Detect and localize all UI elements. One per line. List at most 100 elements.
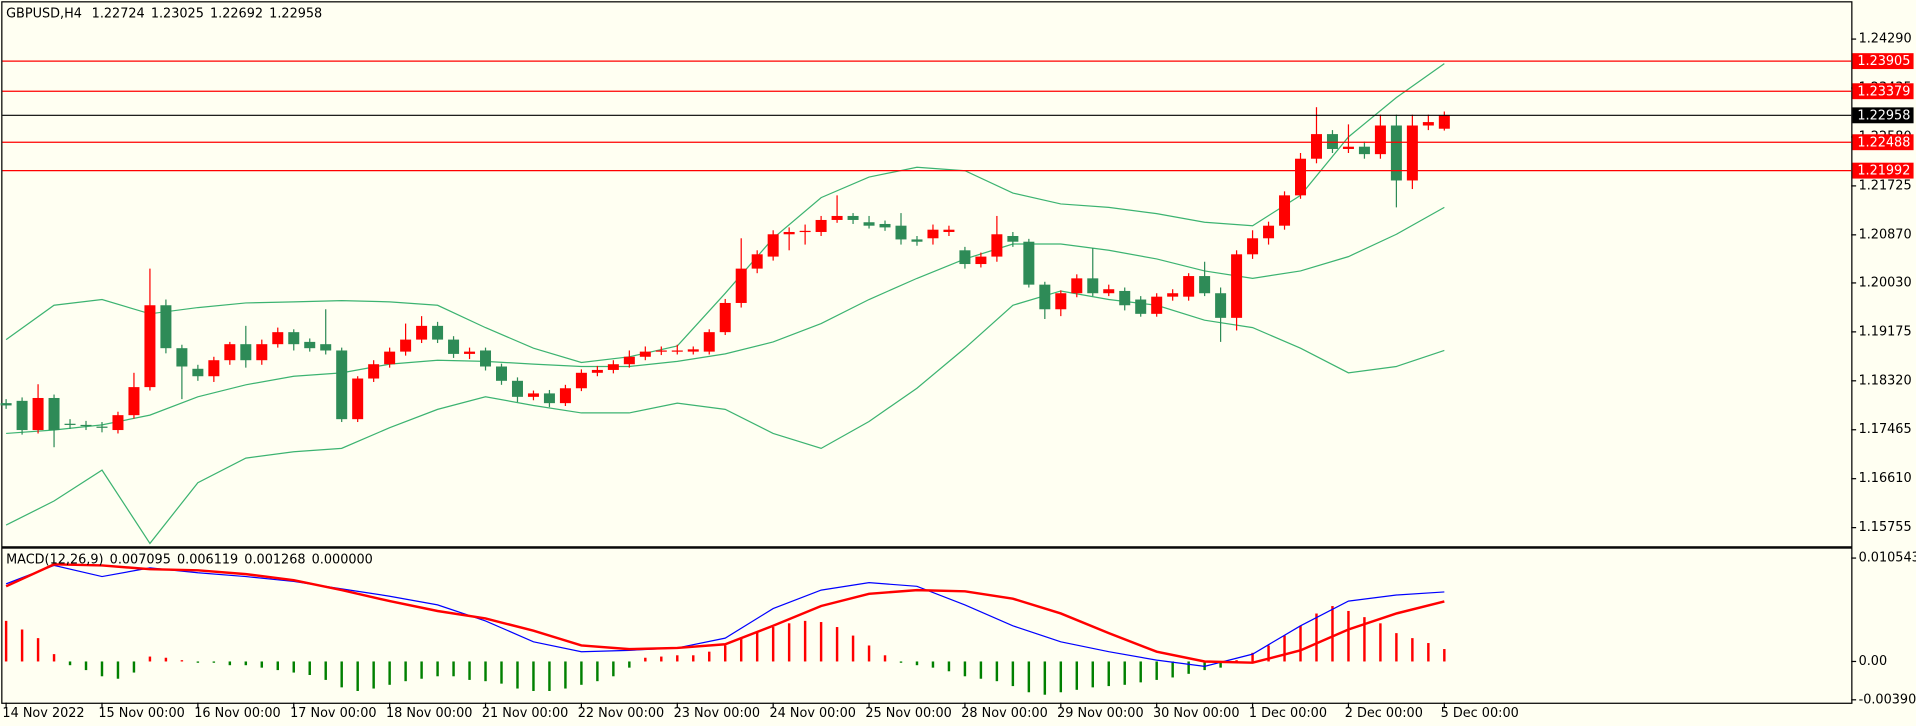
level-line-label: 1.23905 <box>1857 54 1910 69</box>
level-line-label: 1.21992 <box>1857 164 1910 179</box>
histogram-bar <box>548 661 551 691</box>
candle-body <box>1279 195 1291 226</box>
candle-body <box>1295 158 1307 196</box>
candle-body <box>975 256 987 265</box>
macd-readout: MACD(12,26,9) 0.007095 0.006119 0.001268 0.0… <box>6 552 373 567</box>
candle-body <box>495 366 507 381</box>
candle-body <box>176 348 188 367</box>
candle-body <box>128 387 140 416</box>
histogram-bar <box>1299 625 1302 662</box>
histogram-bar <box>1059 661 1063 693</box>
high-readout: 1.23025 <box>151 6 204 21</box>
bollinger-band <box>5 290 1445 545</box>
candle-body <box>751 254 763 269</box>
histogram-bar <box>915 661 919 666</box>
histogram-bar <box>84 661 88 671</box>
x-tick-label: 24 Nov 00:00 <box>769 706 855 721</box>
histogram-bar <box>52 654 56 662</box>
histogram-bar <box>1139 661 1142 683</box>
histogram-bar <box>452 661 455 677</box>
histogram-bar <box>372 661 375 689</box>
candle-body <box>368 364 380 379</box>
signal-readout-value: 0.006119 <box>177 552 238 567</box>
histogram-bar <box>148 656 152 662</box>
extra-readout-value: 0.000000 <box>312 552 373 567</box>
candle-body <box>639 351 651 357</box>
candle-body <box>256 344 268 361</box>
candle-body <box>1151 296 1163 314</box>
histogram-bar <box>1171 661 1174 678</box>
y-tick-label: 1.21725 <box>1859 178 1912 193</box>
candle-body <box>272 332 284 345</box>
histogram-bar <box>1187 661 1190 674</box>
macd-title: MACD(12,26,9) <box>6 552 103 567</box>
candle-body <box>575 372 587 389</box>
histogram-bar <box>995 661 999 682</box>
y-tick-label: 1.20870 <box>1859 227 1912 242</box>
candle-body <box>527 393 539 397</box>
histogram-bar <box>1347 610 1350 662</box>
macd-panel-frame <box>1 547 1853 704</box>
x-tick-label: 5 Dec 00:00 <box>1441 706 1519 721</box>
candle-body <box>432 325 444 340</box>
candle-body <box>384 351 396 365</box>
y-tick-label: 1.15755 <box>1859 520 1912 535</box>
candle-body <box>767 234 779 257</box>
x-tick-label: 29 Nov 00:00 <box>1057 706 1143 721</box>
histogram-bar <box>1267 645 1270 662</box>
histogram-bar <box>4 620 8 662</box>
histogram-bar <box>468 661 471 680</box>
histogram-bar <box>228 661 232 666</box>
histogram-bar <box>116 661 120 679</box>
histogram-bar <box>500 661 503 684</box>
candle-body <box>64 423 76 425</box>
histogram-bar <box>1155 661 1158 680</box>
open-readout: 1.22724 <box>92 6 145 21</box>
candle-body <box>0 403 12 406</box>
candle-body <box>1374 125 1386 155</box>
histogram-bar <box>388 661 391 685</box>
candle-body <box>464 351 476 354</box>
candle-body <box>1438 115 1450 129</box>
y-tick-label: -0.003909 <box>1859 692 1916 707</box>
histogram-bar <box>1043 661 1047 695</box>
histogram-bar <box>628 661 631 668</box>
histogram-bar <box>100 661 104 677</box>
candle-body <box>959 250 971 265</box>
candle-body <box>240 344 252 361</box>
candle-body <box>895 225 907 240</box>
histogram-bar <box>676 655 679 662</box>
candle-body <box>1119 290 1131 306</box>
candle-body <box>943 229 955 232</box>
level-line-label-box <box>1852 53 1914 70</box>
candle-body <box>559 388 571 404</box>
symbol-title: GBPUSD,H4 <box>6 6 82 21</box>
candle-body <box>831 215 843 220</box>
candle-body <box>1342 146 1354 149</box>
histogram-bar <box>739 638 743 662</box>
histogram-bar <box>564 661 567 689</box>
candle-body <box>991 234 1003 257</box>
candle-body <box>1263 225 1275 239</box>
histogram-bar <box>292 661 295 673</box>
histogram-bar <box>1251 652 1254 662</box>
level-line-label-box <box>1852 162 1914 179</box>
histogram-bar <box>612 661 615 677</box>
x-tick-label: 15 Nov 00:00 <box>98 706 184 721</box>
x-tick-label: 21 Nov 00:00 <box>482 706 568 721</box>
histogram-bar <box>1363 617 1366 662</box>
histogram-bar <box>276 661 279 671</box>
candle-body <box>304 341 316 349</box>
candle-body <box>480 350 492 367</box>
histogram-bar <box>1091 661 1094 688</box>
candle-body <box>160 305 172 349</box>
histogram-bar <box>819 622 823 662</box>
x-tick-label: 23 Nov 00:00 <box>674 706 760 721</box>
histogram-bar <box>196 661 200 663</box>
y-tick-label: 0.00 <box>1859 654 1888 669</box>
candle-body <box>352 378 364 420</box>
macd-readout-value: 0.007095 <box>110 552 171 567</box>
candle-body <box>735 268 747 303</box>
histogram-bar <box>596 661 599 682</box>
histogram-bar <box>1443 649 1446 662</box>
